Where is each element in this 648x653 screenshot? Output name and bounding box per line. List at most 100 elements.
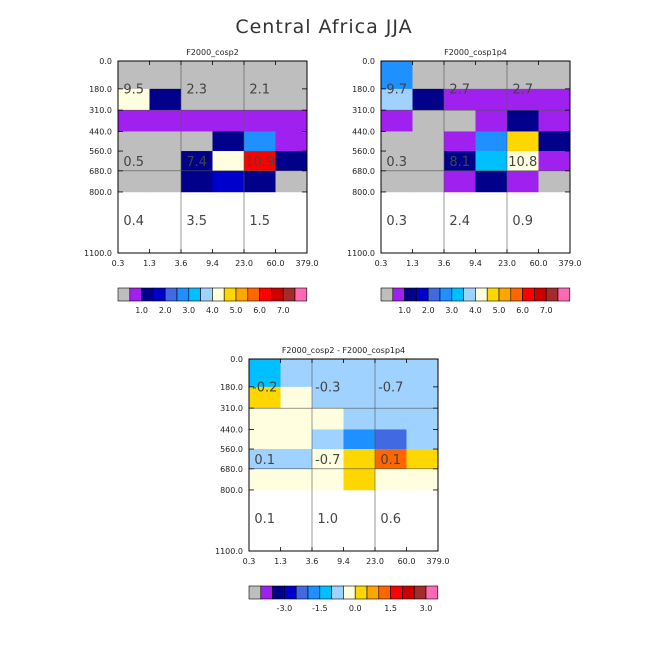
x-tick-label: 379.0 [559, 259, 582, 268]
y-tick-label: 560.0 [352, 147, 375, 156]
x-tick-label: 0.3 [112, 259, 125, 268]
heatmap-cell [118, 170, 150, 193]
heatmap-cell [375, 449, 407, 470]
heatmap-cell [275, 61, 308, 90]
figure-title: Central Africa JJA [235, 16, 412, 38]
heatmap-cell [280, 408, 313, 430]
colorbar-swatch [247, 287, 260, 302]
colorbar-swatch [153, 287, 166, 302]
y-tick-label: 560.0 [220, 445, 243, 454]
y-tick-label: 680.0 [89, 167, 112, 176]
heatmap-cell [118, 151, 150, 172]
heatmap-cell [375, 429, 407, 450]
heatmap-cell [381, 151, 413, 172]
colorbar-label: -3.0 [277, 604, 293, 613]
colorbar-swatch [248, 585, 262, 600]
heatmap-cell [475, 88, 508, 111]
heatmap-cell [181, 61, 213, 90]
panel-title: F2000_cosp1p4 [444, 48, 507, 57]
heatmap-cell [312, 359, 344, 388]
y-tick-label: 180.0 [352, 85, 375, 94]
x-tick-label: 3.6 [175, 259, 188, 268]
region-value-label: 7.4 [186, 155, 207, 170]
heatmap-cell [275, 88, 308, 111]
panel-title: F2000_cosp2 [186, 48, 239, 57]
heatmap-cell [149, 170, 182, 193]
colorbar-label: 2.0 [159, 306, 172, 315]
y-tick-label: 1100.0 [84, 249, 112, 258]
region-value-label: -0.3 [315, 380, 340, 395]
y-tick-label: 0.0 [230, 355, 243, 364]
colorbar-label: -1.5 [312, 604, 328, 613]
heatmap-cell [343, 408, 376, 430]
colorbar-swatch [534, 287, 547, 302]
colorbar-swatch [271, 287, 284, 302]
y-tick-label: 560.0 [89, 147, 112, 156]
heatmap-cell [343, 468, 376, 491]
heatmap-cell [444, 170, 476, 193]
heatmap-cell [381, 170, 413, 193]
heatmap-cell [538, 131, 571, 152]
colorbar-label: 1.0 [135, 306, 148, 315]
y-tick-label: 0.0 [99, 57, 112, 66]
heatmap-cell [475, 110, 508, 132]
x-tick-label: 379.0 [296, 259, 319, 268]
colorbar-label: 6.0 [253, 306, 266, 315]
region-value-label: 0.1 [254, 512, 275, 527]
heatmap-cell [212, 151, 245, 172]
y-tick-label: 680.0 [352, 167, 375, 176]
region-value-label: 0.1 [254, 453, 275, 468]
y-tick-label: 800.0 [352, 188, 375, 197]
heatmap-cell [412, 170, 445, 193]
y-tick-label: 800.0 [89, 188, 112, 197]
heatmap-cell [475, 170, 508, 193]
heatmap-cell [249, 468, 281, 491]
heatmap-cell [444, 61, 476, 90]
heatmap-cell [244, 61, 276, 90]
heatmap-cell [343, 386, 376, 409]
heatmap-cell [275, 151, 308, 172]
heatmap-cell [507, 61, 539, 90]
colorbar-swatch [522, 287, 535, 302]
colorbar-swatch [272, 585, 285, 600]
colorbar-swatch [451, 287, 464, 302]
x-tick-label: 9.4 [337, 557, 350, 566]
colorbar-swatch [212, 287, 225, 302]
y-tick-label: 310.0 [220, 404, 243, 413]
heatmap-cell [538, 61, 571, 90]
heatmap-cell [343, 449, 376, 470]
colorbar-swatch [475, 287, 488, 302]
heatmap-cell [312, 468, 344, 491]
y-tick-label: 1100.0 [347, 249, 375, 258]
heatmap-cell [280, 359, 313, 388]
panel-3: F2000_cosp2 - F2000_cosp1p4 0.3 1.3 3.6 9.4 2… [215, 346, 449, 613]
heatmap-cell [244, 151, 276, 172]
heatmap-cell [444, 110, 476, 132]
region-value-label: -0.2 [252, 380, 277, 395]
x-tick-label: 0.3 [375, 259, 388, 268]
colorbar-label: 7.0 [540, 306, 553, 315]
colorbar-label: 1.0 [398, 306, 411, 315]
colorbar-swatch [141, 287, 154, 302]
colorbar-label: 3.0 [182, 306, 195, 315]
heatmap-cell [249, 449, 281, 470]
heatmap-cell [149, 151, 182, 172]
colorbar-swatch [282, 287, 296, 302]
colorbar-swatch [260, 585, 273, 600]
region-value-label: 9.7 [386, 82, 407, 97]
colorbar-swatch [390, 585, 403, 600]
heatmap-cell [118, 61, 150, 90]
heatmap-cell [181, 131, 213, 152]
colorbar-swatch [117, 287, 131, 302]
region-value-label: 8.1 [449, 155, 470, 170]
heatmap-cell [280, 449, 313, 470]
colorbar-swatch [235, 287, 249, 302]
region-value-label: 2.4 [449, 214, 470, 229]
colorbar-swatch [176, 287, 190, 302]
region-value-label: 0.1 [380, 453, 401, 468]
colorbar-swatch [439, 287, 453, 302]
colorbar-swatch [510, 287, 523, 302]
colorbar-label: 4.0 [469, 306, 482, 315]
region-value-label: 1.5 [249, 214, 270, 229]
